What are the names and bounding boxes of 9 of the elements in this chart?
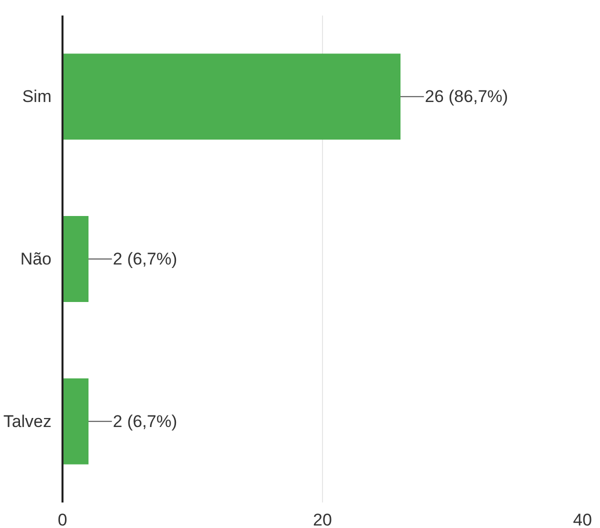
x-tick-label: 20 [313,510,332,528]
x-tick-label: 0 [58,510,68,528]
data-label: 2 (6,7%) [112,250,178,268]
data-label: 26 (86,7%) [424,87,508,106]
y-tick-label: Não [20,250,52,268]
data-label: 2 (6,7%) [112,412,178,431]
x-tick-label: 40 [573,510,592,528]
y-tick-label: Sim [22,87,52,106]
y-tick-label: Talvez [3,412,52,431]
